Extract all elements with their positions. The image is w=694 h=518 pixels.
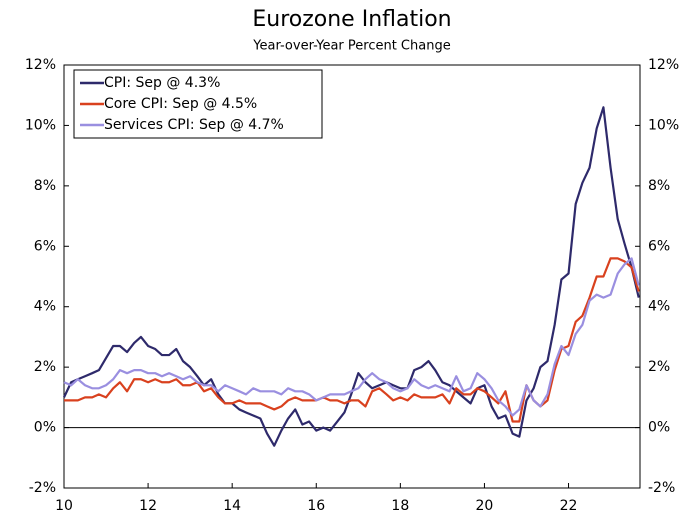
x-tick-label: 14 bbox=[223, 498, 241, 514]
x-tick-label: 10 bbox=[55, 498, 73, 514]
y-tick-label: 10% bbox=[25, 117, 56, 133]
legend-label: Services CPI: Sep @ 4.7% bbox=[104, 117, 284, 133]
legend-box bbox=[73, 69, 323, 139]
series-line bbox=[63, 257, 640, 417]
x-tick-label: 22 bbox=[560, 498, 578, 514]
y-tick-label: 12% bbox=[25, 57, 56, 73]
y2-tick-label: 0% bbox=[648, 420, 670, 436]
y-tick-label: 4% bbox=[34, 299, 56, 315]
x-tick-label: 12 bbox=[139, 498, 157, 514]
y-tick-label: 8% bbox=[34, 178, 56, 194]
legend-label: CPI: Sep @ 4.3% bbox=[104, 75, 220, 91]
x-tick-label: 20 bbox=[476, 498, 494, 514]
y2-tick-label: 12% bbox=[648, 57, 679, 73]
chart-title: Eurozone Inflation bbox=[252, 7, 451, 32]
plot-area bbox=[63, 64, 641, 489]
y2-tick-label: 4% bbox=[648, 299, 670, 315]
y-tick-label: -2% bbox=[29, 480, 56, 496]
y2-tick-label: 8% bbox=[648, 178, 670, 194]
y2-tick-label: -2% bbox=[648, 480, 675, 496]
y-tick-label: 6% bbox=[34, 238, 56, 254]
x-tick-label: 18 bbox=[391, 498, 409, 514]
y2-tick-label: 6% bbox=[648, 238, 670, 254]
x-tick-label: 16 bbox=[307, 498, 325, 514]
chart-subtitle: Year-over-Year Percent Change bbox=[252, 39, 450, 54]
series-line bbox=[63, 106, 640, 447]
legend-label: Core CPI: Sep @ 4.5% bbox=[104, 96, 257, 112]
y-tick-label: 2% bbox=[34, 359, 56, 375]
y2-tick-label: 10% bbox=[648, 117, 679, 133]
y-tick-label: 0% bbox=[34, 420, 56, 436]
y2-tick-label: 2% bbox=[648, 359, 670, 375]
